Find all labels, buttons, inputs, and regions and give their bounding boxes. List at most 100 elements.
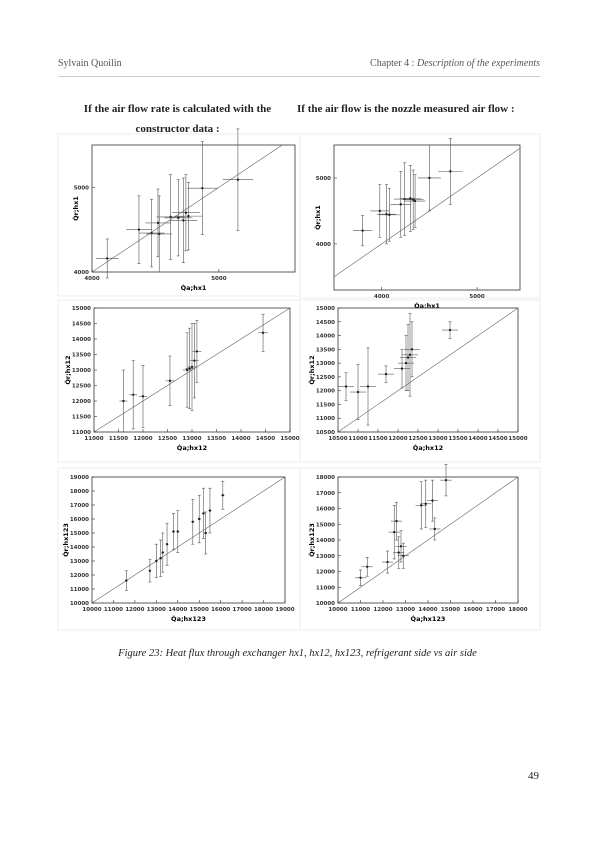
y-tick-label: 15000 — [72, 306, 91, 312]
data-point — [366, 565, 369, 568]
y-tick-label: 10500 — [316, 430, 335, 436]
identity-line — [337, 476, 519, 604]
y-tick-label: 11500 — [316, 402, 335, 408]
x-axis-label: Q̇a;hx12 — [413, 444, 443, 452]
y-axis-label: Q̇r;hx12 — [64, 355, 72, 384]
x-tick-label: 18000 — [508, 607, 527, 613]
plot-area — [91, 144, 296, 273]
x-tick-label: 14000 — [468, 436, 487, 442]
y-tick-label: 12000 — [72, 399, 91, 405]
y-tick-label: 15000 — [316, 306, 335, 312]
data-point — [155, 559, 158, 563]
data-point — [410, 348, 414, 351]
x-tick-label: 4000 — [374, 294, 389, 300]
data-point — [122, 399, 125, 403]
data-point — [202, 512, 205, 515]
data-point — [397, 551, 400, 554]
x-tick-label: 12000 — [125, 607, 144, 613]
plot-frame — [299, 299, 541, 463]
x-tick-label: 15000 — [508, 436, 527, 442]
x-tick-label: 11000 — [351, 607, 370, 613]
y-tick-label: 11000 — [70, 587, 89, 593]
data-point — [161, 551, 164, 554]
y-tick-label: 12000 — [316, 389, 335, 395]
data-point — [177, 216, 180, 220]
x-tick-label: 12500 — [158, 436, 177, 442]
x-tick-label: 11000 — [104, 607, 123, 613]
y-tick-label: 17000 — [70, 503, 89, 509]
data-point — [411, 198, 415, 201]
data-point — [185, 368, 189, 372]
identity-line — [91, 476, 286, 604]
data-point — [428, 176, 431, 180]
data-point — [386, 560, 389, 564]
plot-area — [333, 144, 521, 291]
data-point — [182, 219, 185, 222]
y-tick-label: 13000 — [316, 361, 335, 367]
y-tick-label: 4000 — [74, 270, 89, 276]
x-tick-label: 11000 — [84, 436, 103, 442]
data-point — [236, 178, 240, 181]
x-tick-label: 14500 — [256, 436, 275, 442]
data-point — [406, 356, 410, 359]
data-point — [132, 393, 135, 396]
x-tick-label: 5000 — [211, 276, 226, 282]
y-tick-label: 13000 — [316, 554, 335, 560]
x-tick-label: 13000 — [396, 607, 415, 613]
data-point — [190, 365, 194, 369]
x-tick-label: 15000 — [280, 436, 299, 442]
data-point — [137, 228, 141, 231]
y-tick-label: 14000 — [70, 545, 89, 551]
data-point — [141, 395, 145, 398]
plot-frame — [299, 133, 541, 299]
data-point — [168, 379, 172, 383]
x-tick-label: 13500 — [207, 436, 226, 442]
data-point — [156, 221, 160, 225]
data-point — [424, 502, 427, 505]
data-point — [378, 209, 381, 213]
x-tick-label: 14000 — [418, 607, 437, 613]
data-point — [449, 170, 452, 173]
plot-frame — [299, 467, 541, 631]
x-axis-label: Q̇a;hx1 — [414, 302, 440, 310]
header-author: Sylvain Quoilin — [58, 58, 122, 69]
data-point — [195, 350, 199, 353]
data-point — [384, 372, 388, 376]
x-tick-label: 17000 — [486, 607, 505, 613]
data-point — [188, 367, 191, 370]
y-tick-label: 18000 — [70, 489, 89, 495]
x-tick-label: 10000 — [82, 607, 101, 613]
data-point — [198, 517, 201, 521]
y-tick-label: 12000 — [70, 573, 89, 579]
x-tick-label: 14500 — [488, 436, 507, 442]
y-axis-label: Q̇r;hx123 — [308, 523, 316, 557]
figure-caption: Figure 23: Heat flux through exchanger h… — [118, 648, 477, 659]
x-tick-label: 12000 — [373, 607, 392, 613]
y-tick-label: 14000 — [316, 538, 335, 544]
y-tick-label: 11000 — [72, 430, 91, 436]
x-tick-label: 12000 — [388, 436, 407, 442]
y-tick-label: 14500 — [316, 320, 335, 326]
data-point — [400, 367, 404, 370]
y-tick-label: 5000 — [74, 185, 89, 191]
x-tick-label: 16000 — [211, 607, 230, 613]
data-point — [221, 494, 225, 497]
data-point — [431, 499, 434, 502]
data-point — [448, 328, 452, 332]
x-tick-label: 13000 — [147, 607, 166, 613]
data-point — [409, 197, 412, 200]
y-tick-label: 14500 — [72, 322, 91, 328]
data-point — [359, 576, 362, 579]
data-point — [420, 504, 423, 507]
y-tick-label: 14000 — [316, 334, 335, 340]
y-tick-label: 15000 — [316, 522, 335, 528]
y-tick-label: 12000 — [316, 570, 335, 576]
x-axis-label: Q̇a;hx123 — [411, 615, 446, 623]
data-point — [165, 543, 169, 546]
x-tick-label: 11500 — [109, 436, 128, 442]
x-tick-label: 16000 — [463, 607, 482, 613]
x-tick-label: 11500 — [368, 436, 387, 442]
data-point — [187, 214, 190, 218]
data-point — [158, 232, 161, 236]
